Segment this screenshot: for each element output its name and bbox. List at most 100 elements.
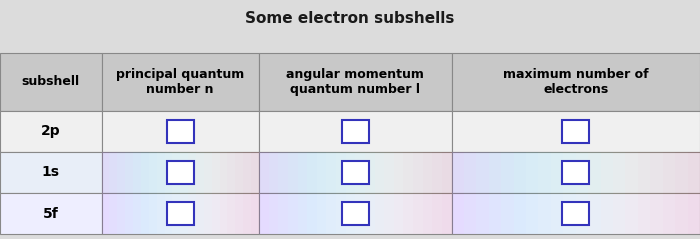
- Bar: [551, 152, 564, 193]
- Text: principal quantum
number n: principal quantum number n: [116, 68, 244, 96]
- Bar: [164, 193, 172, 234]
- Bar: [251, 193, 259, 234]
- Bar: [172, 152, 180, 193]
- Bar: [141, 152, 148, 193]
- Bar: [288, 193, 298, 234]
- Bar: [326, 193, 336, 234]
- Bar: [452, 111, 700, 152]
- Bar: [464, 193, 477, 234]
- Bar: [663, 193, 676, 234]
- Bar: [675, 193, 687, 234]
- Bar: [442, 193, 452, 234]
- Bar: [180, 152, 188, 193]
- Bar: [452, 193, 700, 234]
- Bar: [157, 152, 164, 193]
- Bar: [259, 152, 269, 193]
- Bar: [228, 152, 235, 193]
- Bar: [413, 152, 423, 193]
- Bar: [625, 152, 638, 193]
- Bar: [526, 152, 538, 193]
- Text: 1s: 1s: [42, 165, 60, 179]
- Bar: [316, 193, 326, 234]
- Bar: [514, 193, 526, 234]
- Bar: [374, 193, 384, 234]
- Bar: [211, 152, 220, 193]
- Text: 2p: 2p: [41, 124, 61, 138]
- Bar: [259, 152, 452, 193]
- Text: angular momentum
quantum number l: angular momentum quantum number l: [286, 68, 424, 96]
- Bar: [442, 152, 452, 193]
- Text: 5f: 5f: [43, 207, 59, 221]
- Bar: [551, 193, 564, 234]
- Bar: [403, 193, 413, 234]
- Bar: [298, 152, 307, 193]
- Bar: [638, 193, 650, 234]
- Bar: [141, 193, 148, 234]
- Bar: [638, 152, 650, 193]
- Bar: [167, 120, 193, 143]
- Bar: [564, 152, 575, 193]
- Bar: [157, 193, 164, 234]
- Bar: [117, 193, 125, 234]
- Bar: [125, 152, 133, 193]
- Bar: [601, 152, 613, 193]
- Bar: [109, 152, 118, 193]
- Bar: [164, 152, 172, 193]
- Bar: [102, 152, 109, 193]
- Bar: [148, 193, 157, 234]
- Bar: [538, 152, 551, 193]
- Bar: [188, 152, 196, 193]
- Bar: [251, 152, 259, 193]
- Bar: [613, 193, 626, 234]
- Bar: [180, 193, 188, 234]
- Bar: [102, 53, 259, 111]
- Bar: [298, 193, 307, 234]
- Bar: [172, 193, 180, 234]
- Bar: [336, 193, 346, 234]
- Bar: [259, 53, 452, 111]
- Bar: [452, 152, 700, 193]
- Bar: [133, 193, 141, 234]
- Bar: [269, 193, 279, 234]
- Bar: [464, 152, 477, 193]
- Bar: [220, 152, 228, 193]
- Bar: [384, 193, 394, 234]
- Bar: [167, 161, 193, 184]
- Bar: [307, 152, 316, 193]
- Bar: [0, 152, 102, 193]
- Bar: [346, 193, 355, 234]
- Bar: [279, 152, 288, 193]
- Bar: [356, 152, 365, 193]
- Bar: [259, 193, 452, 234]
- Bar: [346, 152, 355, 193]
- Bar: [316, 152, 326, 193]
- Bar: [575, 193, 588, 234]
- Bar: [117, 152, 125, 193]
- Bar: [279, 193, 288, 234]
- Bar: [342, 202, 369, 225]
- Bar: [563, 120, 589, 143]
- Bar: [423, 193, 433, 234]
- Bar: [687, 152, 700, 193]
- Bar: [423, 152, 433, 193]
- Bar: [476, 152, 489, 193]
- Bar: [625, 193, 638, 234]
- Bar: [526, 193, 538, 234]
- Bar: [601, 193, 613, 234]
- Bar: [167, 202, 193, 225]
- Bar: [288, 152, 298, 193]
- Bar: [102, 193, 259, 234]
- Bar: [196, 152, 204, 193]
- Bar: [125, 193, 133, 234]
- Bar: [244, 193, 251, 234]
- Bar: [433, 152, 442, 193]
- Bar: [336, 152, 346, 193]
- Bar: [675, 152, 687, 193]
- Bar: [356, 193, 365, 234]
- Bar: [501, 152, 514, 193]
- Bar: [0, 111, 102, 152]
- Bar: [575, 152, 588, 193]
- Text: maximum number of
electrons: maximum number of electrons: [503, 68, 649, 96]
- Bar: [307, 193, 316, 234]
- Bar: [489, 152, 501, 193]
